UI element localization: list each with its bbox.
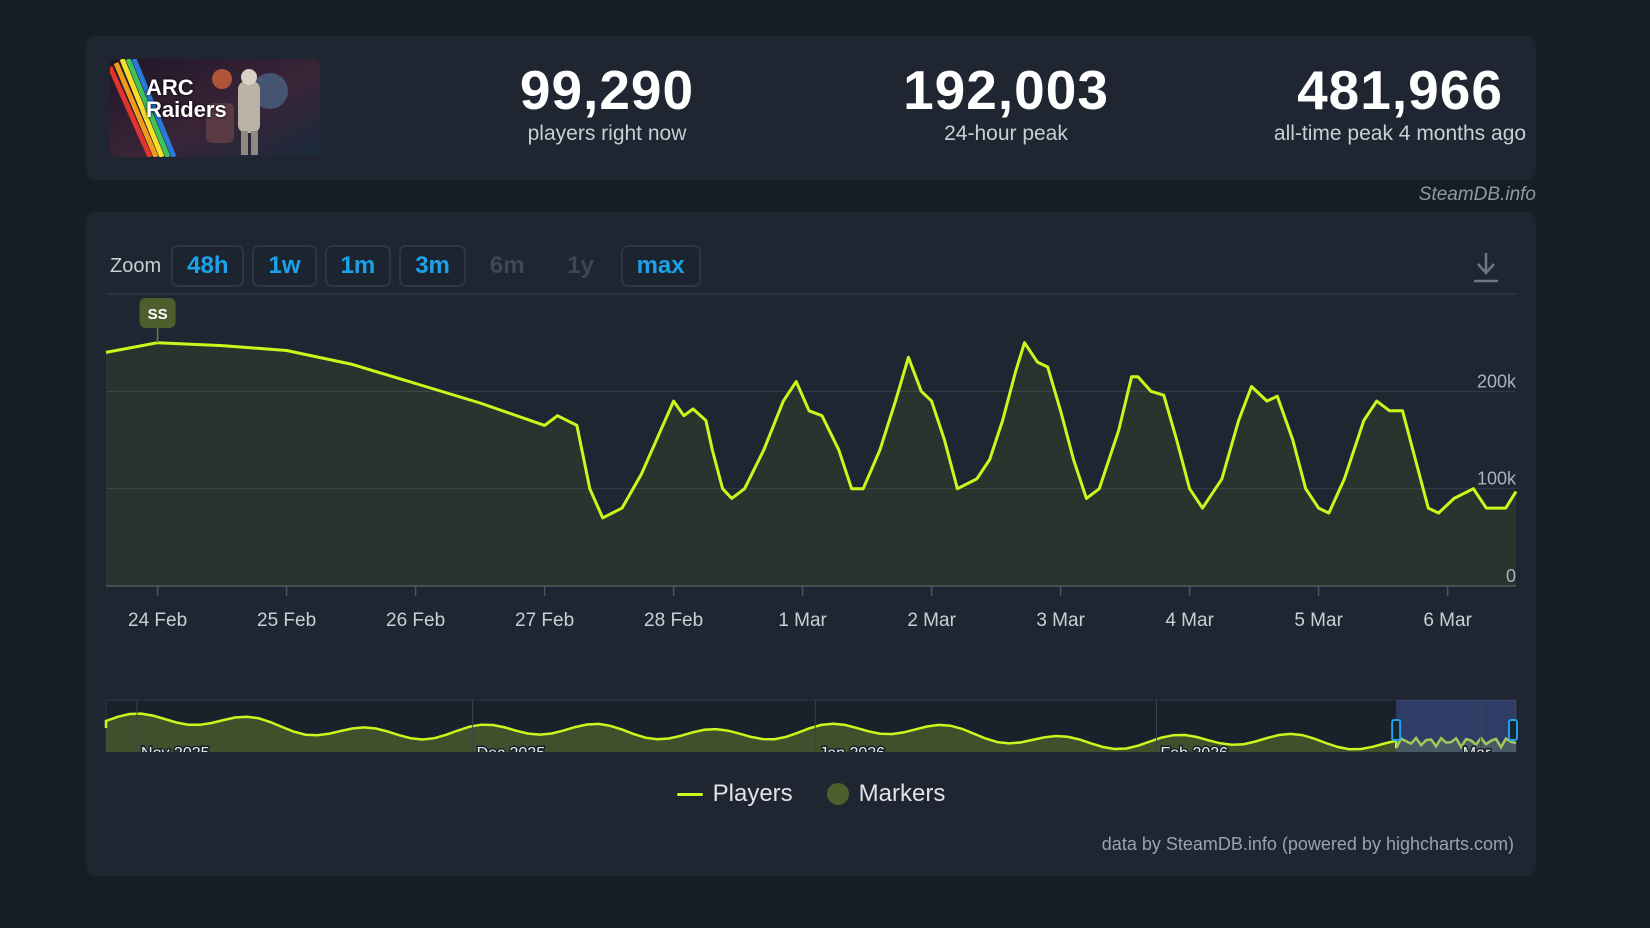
x-tick-label: 1 Mar [778, 610, 827, 631]
navigator-x-label: Mar... [1463, 745, 1503, 752]
legend-line-swatch [676, 792, 703, 796]
x-tick-label: 2 Mar [907, 610, 956, 631]
x-tick-label: 27 Feb [515, 610, 574, 631]
legend-label-markers: Markers [858, 780, 946, 807]
logo-text: ARC Raiders [146, 77, 227, 121]
x-tick-label: 26 Feb [386, 610, 445, 631]
navigator-x-label: Feb 2026 [1160, 745, 1228, 752]
navigator-handle[interactable] [1391, 719, 1402, 741]
player-count-chart[interactable]: 0 100k 200k 24 Feb 25 Feb 26 Feb 27 Feb 28 Feb 1… [86, 212, 1536, 752]
legend-dot-swatch [826, 783, 849, 805]
stat-label: players right now [527, 122, 687, 145]
game-logo[interactable]: ARC Raiders [110, 59, 320, 157]
zoom-bar: Zoom 48h 1w 1m 3m 6m 1y max [110, 244, 701, 288]
navigator-x-label: Dec 2025 [477, 745, 546, 752]
series-area-players [106, 342, 1516, 586]
stat-value: 192,003 [903, 59, 1109, 121]
stat-label: 24-hour peak [944, 122, 1068, 145]
zoom-button-max[interactable]: max [620, 245, 701, 287]
zoom-button-1y: 1y [567, 252, 594, 279]
highcharts-credit-link[interactable]: data by SteamDB.info (powered by highcha… [1101, 834, 1514, 854]
x-tick-label: 4 Mar [1165, 610, 1214, 631]
download-icon[interactable] [1470, 250, 1502, 284]
legend-item-markers[interactable]: Markers [826, 780, 946, 808]
x-tick-label: 28 Feb [644, 610, 703, 631]
logo-text-line1: ARC [146, 75, 194, 100]
navigator-selection-window [1396, 700, 1516, 752]
stat-current-players: 99,290 players right now [427, 60, 787, 148]
navigator-handle[interactable] [1508, 719, 1518, 741]
y-tick-label: 100k [1477, 469, 1517, 489]
stats-panel: ARC Raiders 99,290 players right now 192… [86, 36, 1536, 180]
x-tick-label: 3 Mar [1036, 610, 1085, 631]
navigator-x-label: Nov 2025 [141, 745, 210, 752]
x-tick-label: 6 Mar [1423, 610, 1472, 631]
navigator-line [104, 712, 1517, 751]
legend-label-players: Players [712, 780, 793, 807]
series-line-players [105, 341, 1518, 520]
steamdb-credit-link[interactable]: SteamDB.info [1418, 184, 1536, 205]
marker-flag-ss [139, 298, 176, 328]
x-tick-label: 25 Feb [257, 610, 316, 631]
x-tick-label: 24 Feb [128, 610, 187, 631]
zoom-button-1w[interactable]: 1w [252, 245, 317, 287]
navigator-area [106, 713, 1516, 752]
zoom-button-1m[interactable]: 1m [324, 245, 392, 287]
legend-item-players[interactable]: Players [676, 780, 793, 808]
navigator-x-label: Jan 2026 [819, 745, 885, 752]
zoom-button-48h[interactable]: 48h [171, 245, 245, 287]
chart-panel: Zoom 48h 1w 1m 3m 6m 1y max 0 100k 200k 24 … [86, 212, 1536, 876]
stat-label: all-time peak 4 months ago [1273, 122, 1527, 145]
logo-text-line2: Raiders [146, 97, 227, 122]
legend: Players Markers [86, 780, 1536, 808]
zoom-button-3m[interactable]: 3m [399, 245, 466, 287]
zoom-button-6m: 6m [489, 252, 525, 279]
marker-label-ss: SS [148, 306, 168, 323]
stat-value: 99,290 [519, 59, 695, 121]
stat-24h-peak: 192,003 24-hour peak [826, 60, 1186, 148]
y-tick-label: 200k [1477, 371, 1517, 391]
x-tick-label: 5 Mar [1294, 610, 1343, 631]
y-tick-label: 0 [1506, 566, 1516, 586]
stat-value: 481,966 [1297, 59, 1503, 121]
zoom-label: Zoom [110, 254, 162, 277]
stat-all-time-peak: 481,966 all-time peak 4 months ago [1220, 60, 1580, 148]
